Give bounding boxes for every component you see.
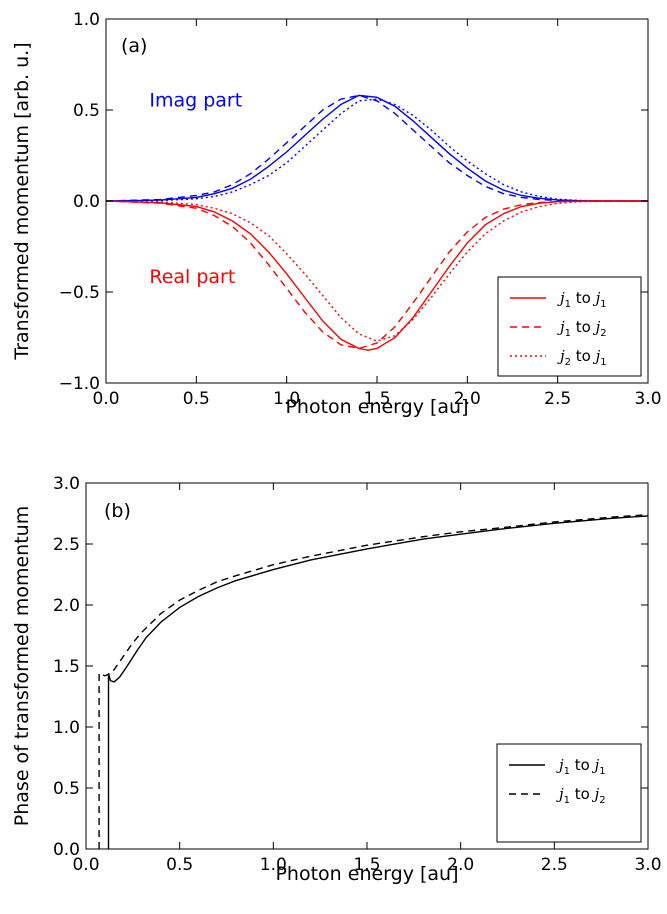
panel-a-series-layer <box>105 94 649 351</box>
panel-b-series-layer <box>98 514 649 849</box>
legend-entry-label: j2 to j1 <box>557 347 607 368</box>
y-tick-label: 1.0 <box>73 10 100 30</box>
x-tick-label: 1.5 <box>363 389 390 409</box>
y-tick-label: 0.5 <box>53 779 80 799</box>
panel-a-series-real-dotted-line <box>105 200 649 342</box>
panel-b-ticks: 0.0 0.5 1.0 1.5 2.0 2.5 3.0 0.0 0.5 1.0 1.5 2.0 2.5 3… <box>53 474 662 875</box>
x-tick-label: 0.0 <box>72 855 99 875</box>
panel-b-y-axis-label: Phase of transformed momentum <box>11 506 33 826</box>
y-tick-label: 3.0 <box>53 474 80 494</box>
panel-a-legend-box <box>497 276 642 377</box>
y-tick-label: 1.5 <box>53 657 80 677</box>
imag-part-annotation: Imag part <box>149 89 242 111</box>
y-tick-label: −0.5 <box>59 283 100 303</box>
x-tick-label: 3.0 <box>634 389 661 409</box>
panel-a-x-axis-label: Photon energy [au] <box>285 396 468 418</box>
y-tick-label: 2.5 <box>53 535 80 555</box>
legend-entry-label: j1 to j1 <box>557 289 607 310</box>
legend-entry-label: j1 to j1 <box>556 756 606 777</box>
y-tick-label: −1.0 <box>59 374 100 394</box>
panel-a-legend: j1 to j1 j1 to j2 j2 to j1 <box>497 276 642 377</box>
panel-a-series-imag-dashed-line <box>105 94 648 202</box>
panel-a-series-real-solid-line <box>105 200 648 351</box>
panel-a-y-axis-label: Transformed momentum [arb. u.] <box>11 42 33 360</box>
panel-a-chart: 0.0 0.5 1.0 1.5 2.0 2.5 3.0 −1.0 −0.5 0.0 0.5 1.0 (… <box>11 10 662 418</box>
y-tick-label: 0.0 <box>73 192 100 212</box>
panel-a-series-imag-dotted-line <box>105 98 649 202</box>
legend-entry-label: j1 to j2 <box>557 318 607 339</box>
y-tick-label: 2.0 <box>53 596 80 616</box>
panel-b-x-axis-label: Photon energy [au] <box>275 863 458 885</box>
panel-a-series-real-dashed-line <box>105 200 648 350</box>
x-tick-label: 2.0 <box>447 855 474 875</box>
y-tick-label: 0.5 <box>73 101 100 121</box>
x-tick-label: 2.0 <box>454 389 481 409</box>
panel-a-label: (a) <box>121 35 147 57</box>
x-tick-label: 3.0 <box>634 855 661 875</box>
y-tick-label: 1.0 <box>53 718 80 738</box>
x-tick-label: 2.5 <box>541 855 568 875</box>
panel-b-legend: j1 to j1 j1 to j2 <box>496 743 642 843</box>
panel-b-series-solid-line <box>107 515 649 849</box>
y-tick-label: 0.0 <box>53 840 80 860</box>
x-tick-label: 1.0 <box>273 389 300 409</box>
x-tick-label: 0.0 <box>92 389 119 409</box>
panel-a-ticks: 0.0 0.5 1.0 1.5 2.0 2.5 3.0 −1.0 −0.5 0.0 0.5 1.0 <box>59 10 662 409</box>
x-tick-label: 1.5 <box>353 855 380 875</box>
legend-entry-label: j1 to j2 <box>556 785 606 806</box>
panel-b-label: (b) <box>104 500 131 522</box>
panel-b-chart: 0.0 0.5 1.0 1.5 2.0 2.5 3.0 0.0 0.5 1.0 1.5 2.0 2.5 3… <box>11 474 662 885</box>
panel-b-legend-box <box>496 743 642 843</box>
x-tick-label: 2.5 <box>544 389 571 409</box>
x-tick-label: 1.0 <box>260 855 287 875</box>
x-tick-label: 0.5 <box>166 855 193 875</box>
x-tick-label: 0.5 <box>183 389 210 409</box>
real-part-annotation: Real part <box>149 266 235 288</box>
